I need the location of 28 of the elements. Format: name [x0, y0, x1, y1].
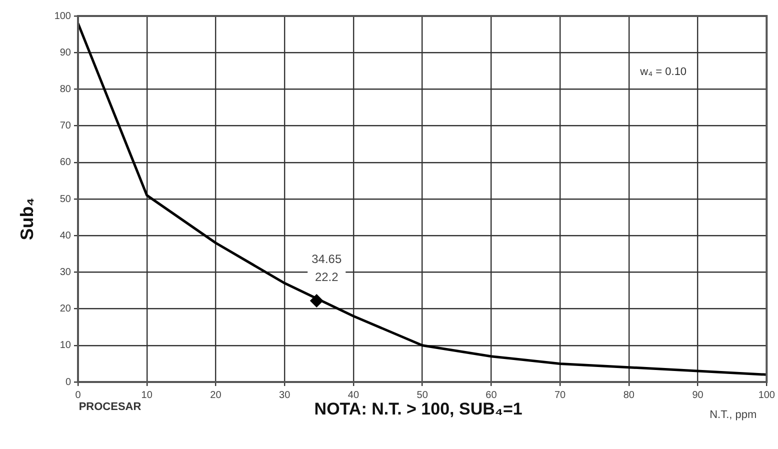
x-tick-label: 80 — [623, 390, 635, 401]
x-tick-label: 10 — [141, 390, 153, 401]
y-tick-label: 0 — [65, 376, 72, 388]
x-tick-label: 60 — [486, 390, 498, 401]
y-tick-label: 40 — [60, 230, 72, 242]
y-tick-label: 10 — [60, 340, 72, 352]
y-tick-label: 100 — [54, 10, 72, 22]
x-tick-label: 0 — [75, 390, 82, 401]
text: NOTA: N.T. > 100, SUB₄=1 — [314, 400, 522, 419]
y-tick-label: 90 — [60, 47, 72, 58]
x-tick-label: 70 — [554, 390, 566, 401]
y-tick-label: 70 — [60, 120, 72, 132]
y-tick-label: 80 — [60, 84, 72, 95]
annotation: w₄ = 0.10 — [639, 66, 687, 78]
x-tick-label: 40 — [348, 390, 360, 401]
y-tick-label: 60 — [60, 157, 72, 168]
y-tick-label: 50 — [60, 194, 72, 205]
text: PROCESAR — [78, 401, 142, 414]
x-tick-label: 50 — [416, 390, 428, 401]
x-tick-label: 100 — [758, 390, 776, 401]
y-axis-title: Sub₄ — [16, 198, 37, 240]
x-axis-title: N.T., ppm — [710, 409, 757, 422]
y-tick-label: 30 — [60, 266, 72, 278]
annotation: 34.65 22.2 — [312, 252, 342, 284]
x-tick-label: 30 — [279, 390, 291, 401]
x-tick-label: 20 — [210, 390, 222, 401]
y-tick-label: 20 — [60, 304, 72, 315]
x-tick-label: 90 — [692, 390, 704, 401]
